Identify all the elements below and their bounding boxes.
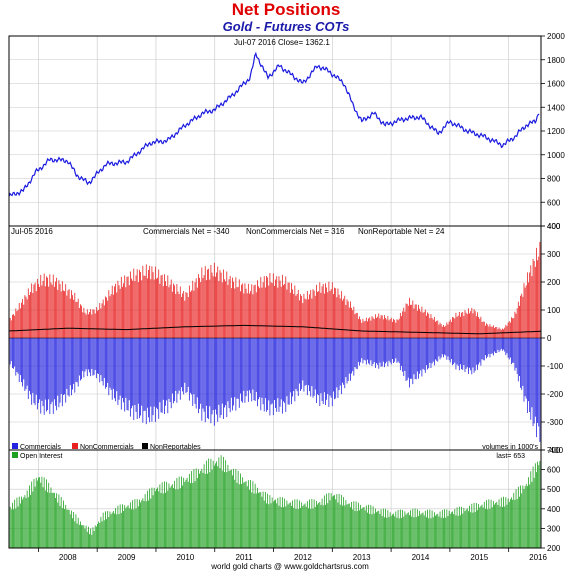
y-tick-label: 1000: [547, 151, 565, 160]
y-tick-label: 1200: [547, 127, 565, 136]
y-tick-label: 400: [547, 222, 561, 231]
y-tick-label: -300: [547, 418, 564, 427]
net-header: Jul-05 2016: [11, 227, 53, 236]
nonreportables-line: [8, 324, 541, 335]
legend-noncommercials: NonCommercials: [72, 443, 134, 451]
x-tick-label: 2015: [470, 553, 488, 562]
x-tick-label: 2011: [236, 553, 254, 562]
price-header: Jul-07 2016 Close= 1362.1: [234, 38, 330, 47]
y-tick-label: 2000: [547, 32, 565, 41]
y-tick-label: 1600: [547, 80, 565, 89]
net-position-bars: [8, 241, 542, 442]
x-tick-label: 2014: [412, 553, 430, 562]
grid-lines: [9, 35, 541, 549]
y-tick-label: -200: [547, 390, 564, 399]
nonreportable-net-stat: NonReportable Net = 24: [358, 227, 445, 236]
legend-commercials-label: Commercials: [20, 444, 61, 451]
y-tick-label: 300: [547, 250, 561, 259]
open-interest-last: last= 653: [496, 453, 525, 460]
y-tick-label: 700: [547, 446, 561, 455]
x-tick-label: 2009: [118, 553, 136, 562]
price-line: [8, 51, 540, 197]
noncommercials-net-stat: NonCommercials Net = 316: [246, 227, 345, 236]
y-tick-label: 500: [547, 485, 561, 494]
y-tick-label: -100: [547, 362, 564, 371]
legend-commercials: Commercials: [12, 443, 61, 451]
y-tick-label: 400: [547, 505, 561, 514]
y-tick-label: 800: [547, 175, 561, 184]
legend-noncommercials-label: NonCommercials: [80, 444, 134, 451]
y-tick-label: -400: [547, 446, 564, 455]
legend-nonreportables: NonReportables: [142, 443, 201, 451]
legend-nonreportables-label: NonReportables: [150, 444, 201, 451]
y-tick-label: 1800: [547, 56, 565, 65]
y-tick-label: 300: [547, 524, 561, 533]
panel-frames: [8, 35, 545, 552]
axis-labels: 2008 2009 2010 2011 2012 2013 2014 2015 2016 400 6…: [59, 32, 565, 562]
volumes-note: volumes in 1000's: [482, 444, 538, 451]
footer-credit: world gold charts @ www.goldchartsrus.co…: [210, 562, 369, 571]
y-tick-label: 600: [547, 198, 561, 207]
chart-title: Net Positions: [231, 0, 341, 19]
y-tick-label: 200: [547, 544, 561, 553]
panel-frame: [8, 449, 542, 549]
open-interest-bars: [8, 455, 542, 548]
legend-open-interest-label: Open Interest: [20, 453, 62, 460]
x-tick-label: 2016: [529, 553, 547, 562]
y-tick-label: 200: [547, 278, 561, 287]
x-tick-label: 2013: [353, 553, 371, 562]
price-line-group: [8, 51, 540, 197]
x-tick-label: 2012: [294, 553, 312, 562]
y-tick-label: 600: [547, 466, 561, 475]
y-tick-label: 0: [547, 334, 552, 343]
y-tick-label: 1400: [547, 103, 565, 112]
x-tick-label: 2010: [176, 553, 194, 562]
commercials-net-stat: Commercials Net = -340: [143, 227, 230, 236]
legend-open-interest: Open Interest: [12, 452, 62, 460]
chart-subtitle: Gold - Futures COTs: [222, 19, 350, 34]
x-tick-label: 2008: [59, 553, 77, 562]
y-tick-label: 100: [547, 306, 561, 315]
y-tick-label: 400: [547, 222, 561, 231]
